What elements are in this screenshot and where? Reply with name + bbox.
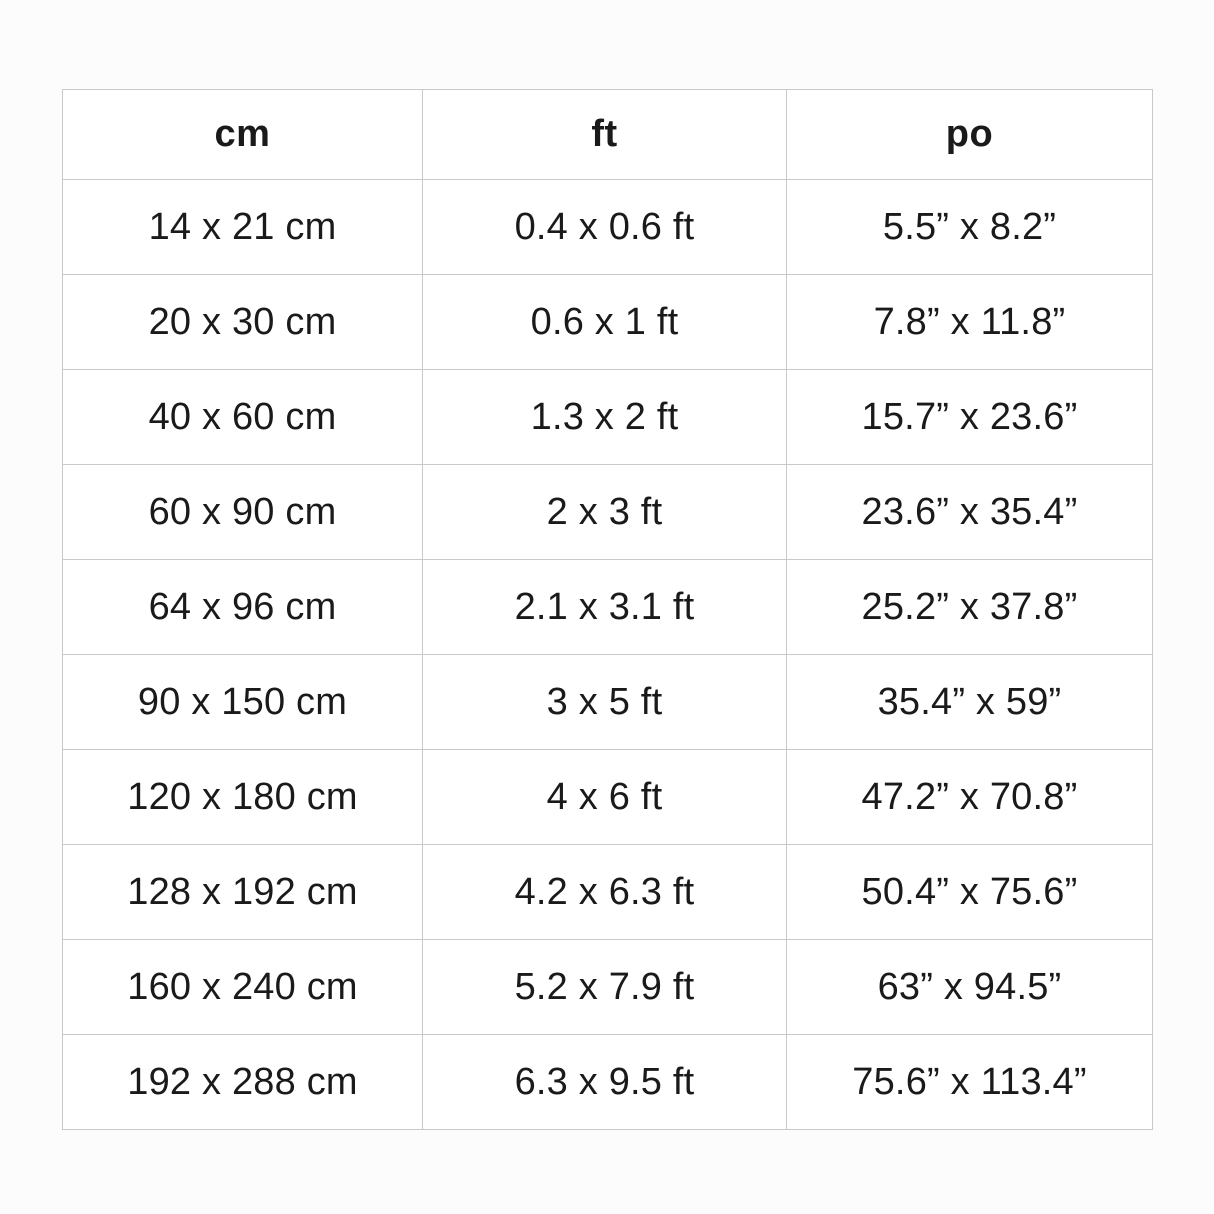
cell-cm: 14 x 21 cm xyxy=(62,179,423,275)
table-row: 14 x 21 cm 0.4 x 0.6 ft 5.5” x 8.2” xyxy=(62,179,1153,275)
cell-cm: 90 x 150 cm xyxy=(62,654,423,750)
cell-cm: 20 x 30 cm xyxy=(62,274,423,370)
cell-ft: 3 x 5 ft xyxy=(422,654,787,750)
cell-ft: 2.1 x 3.1 ft xyxy=(422,559,787,655)
cell-cm: 160 x 240 cm xyxy=(62,939,423,1035)
table-row: 120 x 180 cm 4 x 6 ft 47.2” x 70.8” xyxy=(62,749,1153,845)
cell-po: 75.6” x 113.4” xyxy=(786,1034,1153,1130)
cell-po: 25.2” x 37.8” xyxy=(786,559,1153,655)
cell-cm: 64 x 96 cm xyxy=(62,559,423,655)
table-body: 14 x 21 cm 0.4 x 0.6 ft 5.5” x 8.2” 20 x… xyxy=(62,179,1153,1130)
cell-po: 7.8” x 11.8” xyxy=(786,274,1153,370)
table-row: 160 x 240 cm 5.2 x 7.9 ft 63” x 94.5” xyxy=(62,939,1153,1035)
size-conversion-table-container: cm ft po 14 x 21 cm 0.4 x 0.6 ft 5.5” x … xyxy=(62,89,1153,1130)
table-row: 64 x 96 cm 2.1 x 3.1 ft 25.2” x 37.8” xyxy=(62,559,1153,655)
table-row: 90 x 150 cm 3 x 5 ft 35.4” x 59” xyxy=(62,654,1153,750)
table-header: cm ft po xyxy=(62,89,1153,180)
cell-ft: 5.2 x 7.9 ft xyxy=(422,939,787,1035)
cell-cm: 60 x 90 cm xyxy=(62,464,423,560)
cell-po: 23.6” x 35.4” xyxy=(786,464,1153,560)
size-conversion-table: cm ft po 14 x 21 cm 0.4 x 0.6 ft 5.5” x … xyxy=(62,89,1153,1130)
cell-po: 15.7” x 23.6” xyxy=(786,369,1153,465)
column-header-ft: ft xyxy=(422,89,787,180)
table-row: 60 x 90 cm 2 x 3 ft 23.6” x 35.4” xyxy=(62,464,1153,560)
cell-ft: 1.3 x 2 ft xyxy=(422,369,787,465)
table-row: 40 x 60 cm 1.3 x 2 ft 15.7” x 23.6” xyxy=(62,369,1153,465)
cell-ft: 2 x 3 ft xyxy=(422,464,787,560)
cell-po: 35.4” x 59” xyxy=(786,654,1153,750)
table-row: 20 x 30 cm 0.6 x 1 ft 7.8” x 11.8” xyxy=(62,274,1153,370)
cell-ft: 0.4 x 0.6 ft xyxy=(422,179,787,275)
cell-cm: 128 x 192 cm xyxy=(62,844,423,940)
table-header-row: cm ft po xyxy=(62,89,1153,180)
column-header-cm: cm xyxy=(62,89,423,180)
cell-po: 5.5” x 8.2” xyxy=(786,179,1153,275)
cell-ft: 6.3 x 9.5 ft xyxy=(422,1034,787,1130)
cell-cm: 120 x 180 cm xyxy=(62,749,423,845)
cell-ft: 0.6 x 1 ft xyxy=(422,274,787,370)
table-row: 192 x 288 cm 6.3 x 9.5 ft 75.6” x 113.4” xyxy=(62,1034,1153,1130)
cell-po: 50.4” x 75.6” xyxy=(786,844,1153,940)
cell-cm: 192 x 288 cm xyxy=(62,1034,423,1130)
cell-ft: 4.2 x 6.3 ft xyxy=(422,844,787,940)
cell-cm: 40 x 60 cm xyxy=(62,369,423,465)
table-row: 128 x 192 cm 4.2 x 6.3 ft 50.4” x 75.6” xyxy=(62,844,1153,940)
cell-po: 63” x 94.5” xyxy=(786,939,1153,1035)
cell-ft: 4 x 6 ft xyxy=(422,749,787,845)
column-header-po: po xyxy=(786,89,1153,180)
cell-po: 47.2” x 70.8” xyxy=(786,749,1153,845)
